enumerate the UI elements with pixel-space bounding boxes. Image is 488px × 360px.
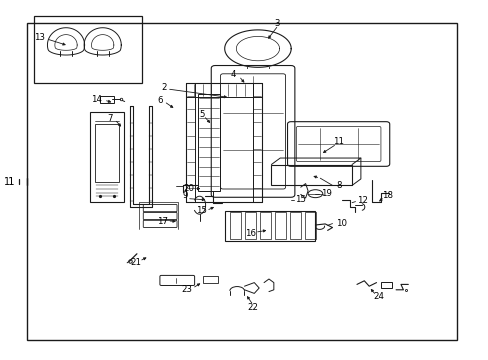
Text: 15: 15 — [295, 195, 305, 204]
Text: 19: 19 — [320, 189, 331, 198]
Text: 21: 21 — [130, 258, 141, 267]
Text: 15: 15 — [196, 206, 206, 215]
Bar — [27, 23, 456, 340]
Bar — [100, 96, 114, 103]
Text: 11: 11 — [332, 137, 343, 146]
Text: 8: 8 — [335, 181, 341, 190]
Bar — [381, 282, 391, 288]
Text: 6: 6 — [157, 95, 163, 104]
Text: 13: 13 — [34, 33, 44, 42]
Bar — [260, 212, 270, 239]
Text: 9: 9 — [182, 192, 187, 200]
Bar — [290, 212, 301, 239]
Bar — [224, 211, 315, 241]
Text: 17: 17 — [157, 216, 167, 225]
Text: 23: 23 — [181, 285, 192, 294]
Bar — [34, 16, 142, 83]
Text: 20: 20 — [183, 184, 194, 193]
Bar — [252, 83, 261, 202]
Text: 7: 7 — [107, 113, 113, 122]
Text: 12: 12 — [357, 197, 367, 205]
Bar — [95, 124, 119, 182]
Text: 2: 2 — [161, 83, 166, 91]
Text: 1: 1 — [7, 177, 14, 187]
Text: 16: 16 — [245, 230, 256, 239]
Text: 24: 24 — [372, 292, 383, 301]
Bar — [198, 94, 220, 191]
Text: 14: 14 — [91, 94, 102, 104]
Bar — [203, 276, 217, 283]
Bar — [90, 112, 123, 202]
Bar — [229, 212, 240, 239]
Text: 3: 3 — [273, 19, 279, 28]
Bar — [275, 212, 285, 239]
Text: 18: 18 — [382, 192, 392, 200]
Text: 10: 10 — [335, 219, 346, 228]
Text: 1: 1 — [4, 177, 10, 187]
Text: 22: 22 — [247, 303, 258, 312]
Bar — [305, 212, 316, 239]
Bar — [185, 83, 195, 202]
Bar — [185, 83, 261, 97]
Bar — [244, 212, 255, 239]
Text: 4: 4 — [230, 71, 236, 79]
Text: 5: 5 — [199, 110, 204, 119]
Bar — [271, 165, 351, 185]
